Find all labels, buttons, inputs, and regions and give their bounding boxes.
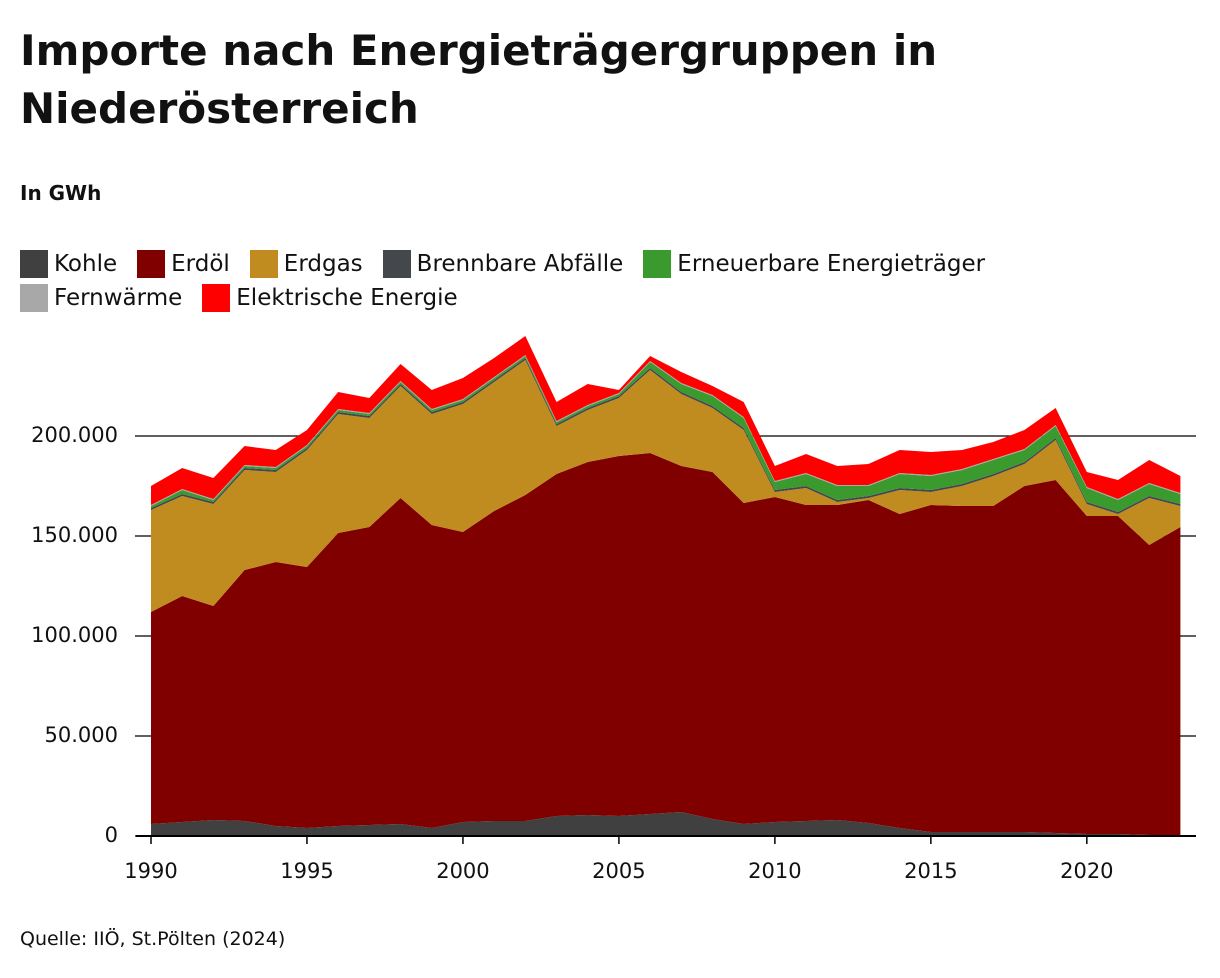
x-tick-label: 2020 — [1060, 859, 1113, 883]
legend-swatch — [20, 250, 48, 278]
legend-item: Brennbare Abfälle — [382, 250, 624, 278]
legend-label: Erdöl — [171, 251, 230, 277]
x-tick-label: 2010 — [748, 859, 801, 883]
legend-swatch — [20, 284, 48, 312]
y-tick-label: 0 — [105, 823, 118, 847]
y-tick-label: 200.000 — [31, 423, 118, 447]
chart-subtitle: In GWh — [20, 181, 102, 205]
source: Quelle: IIÖ, St.Pölten (2024) — [20, 928, 286, 950]
legend-label: Kohle — [54, 251, 118, 277]
area — [151, 812, 1181, 836]
legend-swatch — [249, 250, 278, 278]
legend-label: Erneuerbare Energieträger — [677, 251, 986, 277]
area — [151, 336, 1181, 505]
legend-label: Brennbare Abfälle — [416, 251, 624, 277]
area — [151, 453, 1181, 835]
x-tick-label: 1995 — [280, 859, 333, 883]
legend-item: Erdgas — [249, 250, 363, 278]
y-tick-label: 100.000 — [31, 623, 118, 647]
legend-swatch — [382, 250, 411, 278]
legend-swatch — [643, 250, 672, 278]
legend-label: Elektrische Energie — [236, 285, 458, 311]
legend-label: Fernwärme — [54, 285, 183, 311]
x-tick-label: 2015 — [904, 859, 957, 883]
legend-item: Elektrische Energie — [202, 284, 458, 312]
area — [151, 360, 1181, 612]
legend-item: Erdöl — [137, 250, 230, 278]
legend-swatch — [202, 284, 231, 312]
y-tick-label: 50.000 — [45, 723, 118, 747]
legend-item: Kohle — [20, 250, 117, 278]
legend-swatch — [137, 250, 166, 278]
legend-item: Fernwärme — [20, 284, 182, 312]
y-tick-label: 150.000 — [31, 523, 118, 547]
x-tick-label: 1990 — [124, 859, 177, 883]
legend-label: Erdgas — [283, 251, 363, 277]
legend: Kohle Erdöl Erdgas Brennbare Abfälle Erneuer… — [20, 250, 1080, 312]
chart-title: Importe nach Energieträgergruppen in Nie… — [20, 26, 938, 133]
x-tick-label: 2000 — [436, 859, 489, 883]
legend-item: Erneuerbare Energieträger — [643, 250, 985, 278]
x-tick-label: 2005 — [592, 859, 645, 883]
